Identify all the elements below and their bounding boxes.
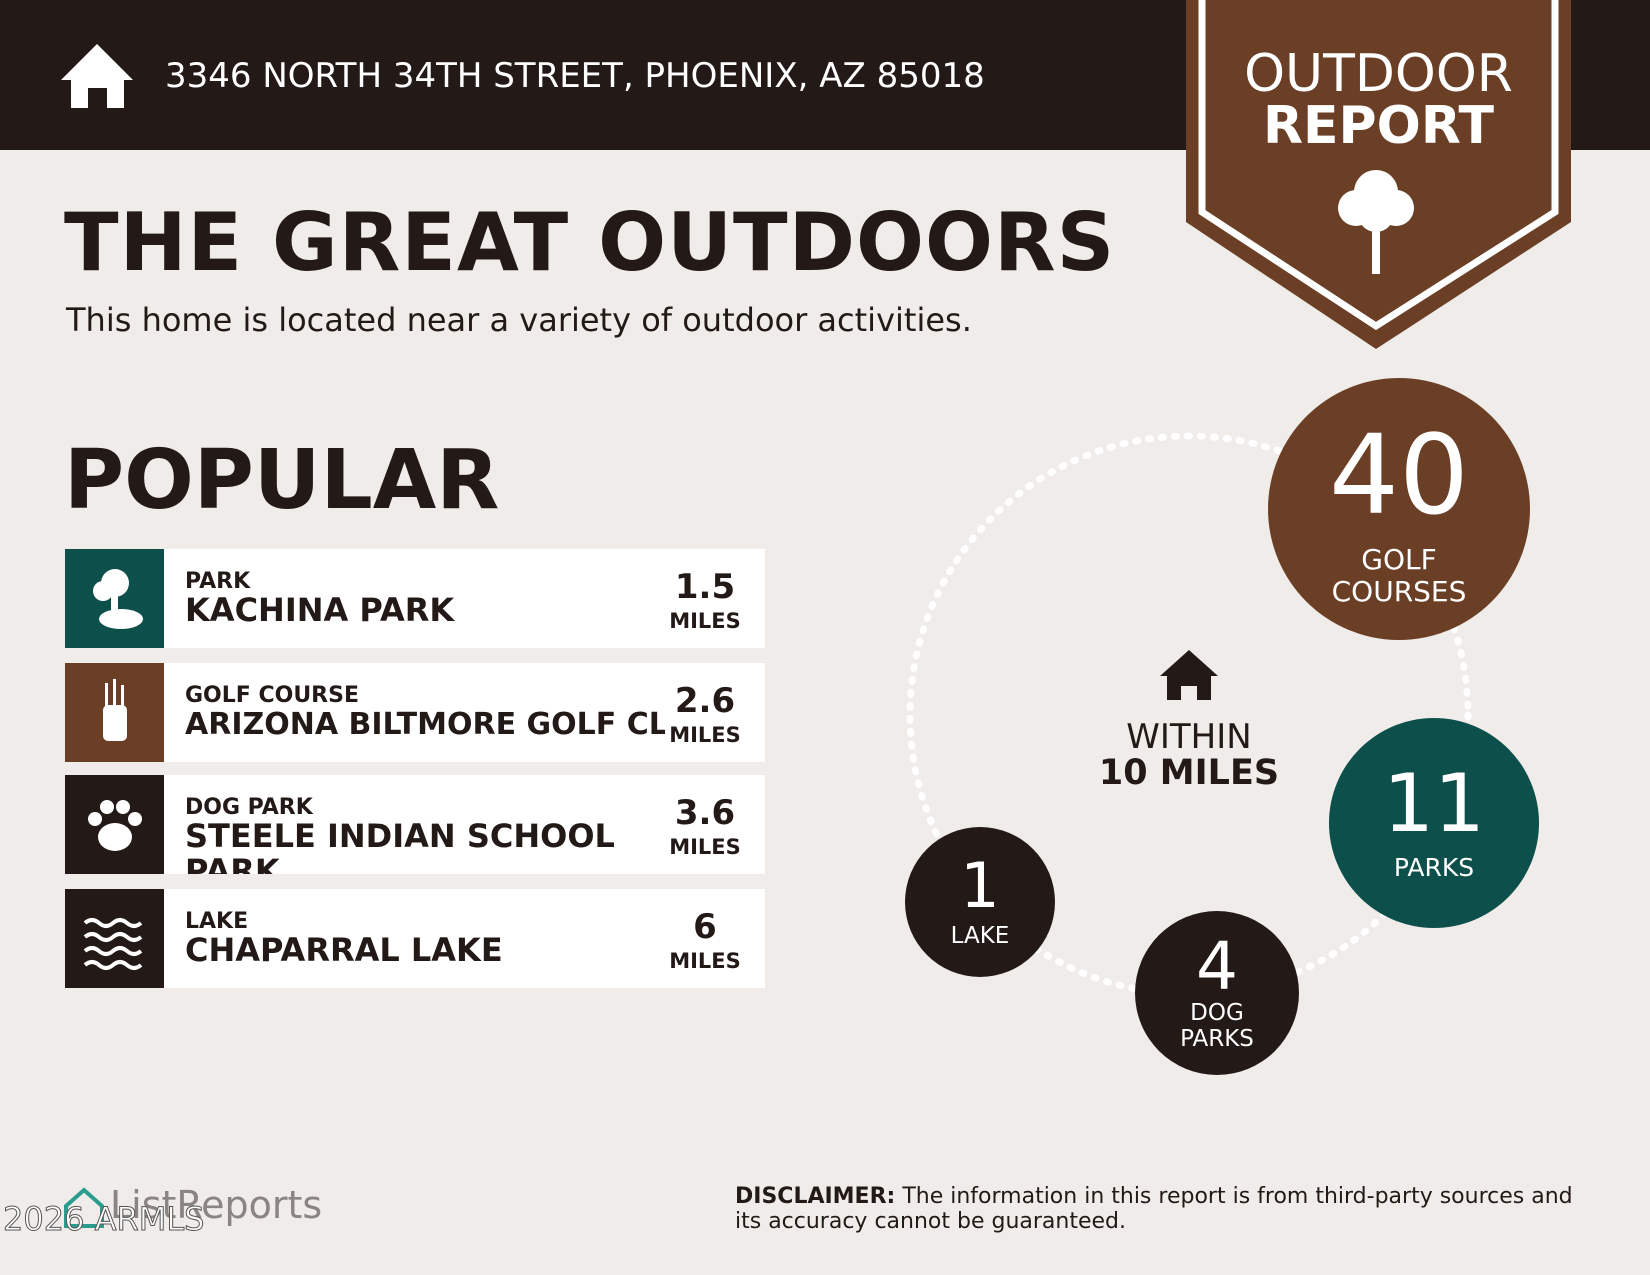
popular-row: PARK KACHINA PARK 1.5 MILES — [65, 549, 765, 648]
stat-value: 11 — [1383, 756, 1485, 850]
distance-unit: MILES — [669, 835, 741, 859]
popular-row: DOG PARK STEELE INDIAN SCHOOL PARK 3.6 M… — [65, 775, 765, 874]
home-icon-small — [1160, 650, 1218, 700]
stat-label: PARKS — [1393, 852, 1475, 882]
distance: 1.5 — [674, 567, 736, 607]
stat-circle: 4 DOG PARKS — [1135, 911, 1299, 1075]
stat-label: DOG PARKS — [1180, 999, 1254, 1052]
address: 3346 NORTH 34TH STREET, PHOENIX, AZ 8501… — [165, 56, 985, 96]
place-name: ARIZONA BILTMORE GOLF CLUB — [185, 707, 665, 742]
popular-row: GOLF COURSE ARIZONA BILTMORE GOLF CLUB 2… — [65, 663, 765, 762]
place-name: KACHINA PARK — [185, 593, 455, 629]
distance-unit: MILES — [669, 949, 741, 973]
radius-ring — [906, 432, 1472, 998]
disclaimer: DISCLAIMER: The information in this repo… — [735, 1184, 1585, 1234]
popular-heading: POPULAR — [64, 433, 500, 528]
category: GOLF COURSE — [185, 683, 359, 708]
stat-value: 1 — [960, 848, 1000, 922]
distance: 3.6 — [674, 793, 736, 833]
subtitle: This home is located near a variety of o… — [66, 301, 972, 339]
stat-circle: 40 GOLF COURSES — [1268, 378, 1530, 640]
badge-line1: OUTDOOR — [1244, 44, 1513, 104]
home-icon — [61, 44, 133, 108]
stat-label: GOLF COURSES — [1331, 542, 1467, 608]
title: THE GREAT OUTDOORS — [64, 196, 1116, 289]
distance: 6 — [693, 907, 717, 947]
stat-circle: 1 LAKE — [905, 827, 1055, 977]
category: DOG PARK — [185, 795, 313, 820]
stat-label: LAKE — [950, 922, 1010, 949]
stat-value: 40 — [1329, 410, 1469, 539]
badge-outline — [1198, 0, 1559, 331]
distance: 2.6 — [674, 681, 736, 721]
distance-unit: MILES — [669, 609, 741, 633]
place-name: STEELE INDIAN SCHOOL PARK — [185, 819, 615, 874]
within-label: WITHIN — [1126, 717, 1252, 757]
tree-icon — [1338, 170, 1414, 274]
golf-icon — [65, 663, 164, 762]
lake-icon — [65, 889, 164, 988]
stat-circle: 11 PARKS — [1329, 718, 1539, 928]
distance-unit: MILES — [669, 723, 741, 747]
category: LAKE — [185, 909, 249, 934]
logo-icon — [64, 1187, 104, 1228]
watermark: 2026 ARMLS — [2, 1200, 205, 1239]
badge-line2: REPORT — [1262, 96, 1495, 156]
place-name: CHAPARRAL LAKE — [185, 933, 503, 969]
logo-text: ListReports — [110, 1183, 323, 1227]
category: PARK — [185, 569, 251, 594]
disclaimer-text: The information in this report is from t… — [735, 1184, 1573, 1234]
popular-row: LAKE CHAPARRAL LAKE 6 MILES — [65, 889, 765, 988]
park-icon — [65, 549, 164, 648]
disclaimer-label: DISCLAIMER: — [735, 1184, 896, 1209]
stat-value: 4 — [1196, 927, 1238, 1005]
within-distance: 10 MILES — [1098, 753, 1280, 793]
paw-icon — [65, 775, 164, 874]
